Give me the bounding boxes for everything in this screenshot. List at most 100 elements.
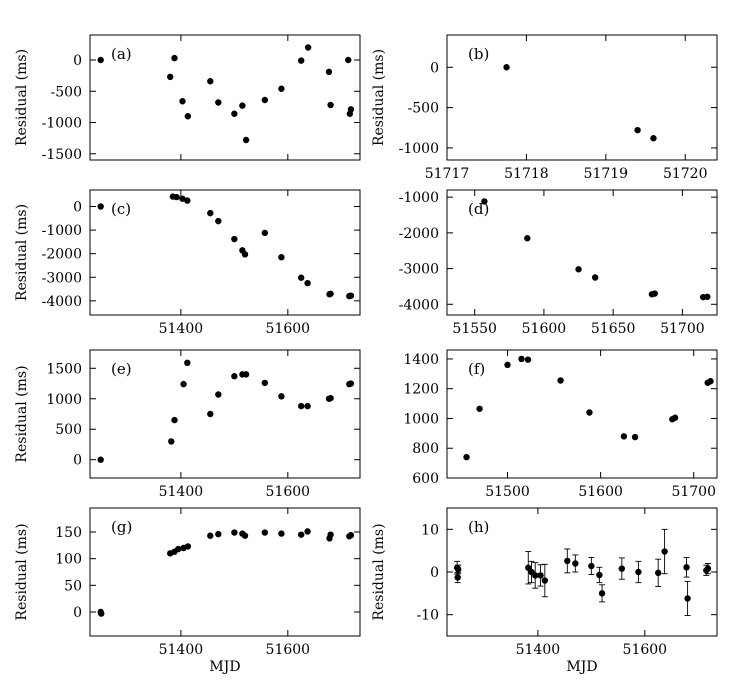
panel-f-point xyxy=(620,433,628,440)
panel-f-ytick-label: 600 xyxy=(412,471,439,487)
panel-c-label: (c) xyxy=(111,200,131,218)
panel-h-point xyxy=(635,568,642,576)
panel-f-ytick-label: 1400 xyxy=(403,352,439,368)
panel-a-point xyxy=(325,68,333,76)
panel-h-ylabel: Residual (ms) xyxy=(371,523,387,620)
panel-c-point xyxy=(97,203,104,210)
panel-f-point xyxy=(524,356,532,363)
panel-b-ytick-label: -1000 xyxy=(399,141,439,157)
panel-d-xtick-label: 51700 xyxy=(660,321,705,337)
panel-g-point xyxy=(304,528,311,535)
panel-e-point xyxy=(231,373,238,380)
panel-d-ytick-label: -3000 xyxy=(399,262,439,278)
panel-g-point xyxy=(297,531,305,538)
panel-g-point xyxy=(261,529,269,536)
panel-a-point xyxy=(261,96,269,104)
panel-h-point xyxy=(654,569,662,577)
panel-c-ylabel: Residual (ms) xyxy=(14,204,30,301)
panel-b: 51717 51718 51719 51720 -1000 -500 0 Residual (… xyxy=(371,34,718,182)
panel-a-point xyxy=(215,99,222,106)
panel-g-xtick-label: 51400 xyxy=(159,642,204,658)
panel-c-ytick-label: -4000 xyxy=(42,294,82,310)
panel-e-ytick-label: 0 xyxy=(73,453,82,469)
panel-e-point xyxy=(168,438,175,445)
panel-e-point xyxy=(347,380,355,387)
panel-f-point xyxy=(586,409,593,416)
panel-f-point xyxy=(504,361,511,369)
panel-h-point xyxy=(683,564,690,571)
panel-c-frame xyxy=(89,189,361,316)
panel-d-ytick-label: -1000 xyxy=(399,190,439,206)
panel-g-point xyxy=(184,543,192,550)
panel-a-point xyxy=(231,110,238,117)
panel-h-xtick-label: 51600 xyxy=(623,642,668,658)
panel-c-point xyxy=(215,217,222,225)
panel-d-point xyxy=(591,274,599,281)
panel-a-point xyxy=(304,44,312,51)
panel-e-ytick-label: 1000 xyxy=(46,392,82,408)
panel-c-point xyxy=(207,209,214,217)
panel-g-point xyxy=(175,545,182,553)
panel-d-frame xyxy=(446,189,718,316)
panel-e-point xyxy=(97,456,104,463)
panel-f-xtick-label: 51700 xyxy=(671,484,716,500)
panel-a-label: (a) xyxy=(111,45,132,63)
panel-h-point xyxy=(455,566,462,573)
panel-b-xtick-label: 51717 xyxy=(425,166,470,182)
panel-g-frame xyxy=(89,507,361,637)
panel-a-point xyxy=(297,57,305,64)
panel-d-xtick-label: 51650 xyxy=(591,321,636,337)
panel-c-ytick-label: -1000 xyxy=(42,223,82,239)
panel-h-point xyxy=(541,577,549,584)
panel-a-point xyxy=(97,56,104,64)
panel-b-frame xyxy=(446,34,718,161)
panel-f-label: (f) xyxy=(468,360,485,378)
panel-e-point xyxy=(327,394,334,402)
panel-e: 51400 51600 0 500 1000 1500 Residual (ms) (e) xyxy=(14,349,361,500)
panel-f-point xyxy=(463,453,470,461)
panel-g-point xyxy=(98,610,105,617)
panel-a-point xyxy=(347,106,355,113)
panel-c: 51400 51600 -4000 -3000 -2000 -1000 0 Residual … xyxy=(14,189,361,337)
panel-f: 51500 51600 51700 600 800 1000 1200 1400 (f) xyxy=(403,349,718,500)
panel-c-point xyxy=(179,195,186,202)
panel-b-point xyxy=(650,135,657,142)
panel-a-point xyxy=(171,54,178,62)
panel-c-point xyxy=(327,290,334,297)
panel-b-point xyxy=(503,64,510,71)
panel-h-point xyxy=(598,590,606,597)
panel-f-point xyxy=(707,378,714,385)
panel-h-point xyxy=(532,572,539,579)
panel-c-ytick-label: -2000 xyxy=(42,247,82,263)
panel-h-point xyxy=(684,595,691,602)
panel-e-point xyxy=(215,391,222,398)
panel-f-point xyxy=(671,414,679,421)
panel-a-ytick-label: -1000 xyxy=(42,116,82,132)
panel-f-point xyxy=(476,405,483,412)
panel-f-xtick-label: 51600 xyxy=(578,484,623,500)
panel-h-ytick-label: 0 xyxy=(430,565,439,581)
panel-f-ytick-label: 1200 xyxy=(403,382,439,398)
panel-a-point xyxy=(242,136,250,144)
panel-a-point xyxy=(179,98,186,105)
panel-c-point xyxy=(304,279,311,287)
panel-g-point xyxy=(278,530,285,537)
panel-e-point xyxy=(261,379,269,387)
panel-b-xtick-label: 51718 xyxy=(504,166,549,182)
panel-d-point xyxy=(524,235,531,242)
panel-d-xtick-label: 51600 xyxy=(522,321,567,337)
panel-e-point xyxy=(207,410,214,418)
panel-g-ylabel: Residual (ms) xyxy=(14,523,30,620)
panel-a-point xyxy=(327,101,334,109)
panel-a-point xyxy=(278,85,285,92)
panel-h-point xyxy=(704,565,712,572)
panel-g-point xyxy=(347,532,355,539)
panel-d-point xyxy=(575,266,582,273)
xlabel-left: MJD xyxy=(209,659,240,675)
panel-g-point xyxy=(215,530,222,538)
panel-d-point xyxy=(704,293,711,300)
panel-g-ytick-label: 50 xyxy=(64,578,82,594)
panel-e-point xyxy=(184,359,191,366)
panel-g: 51400 51600 0 50 100 150 Residual (ms) (g) xyxy=(14,507,361,658)
